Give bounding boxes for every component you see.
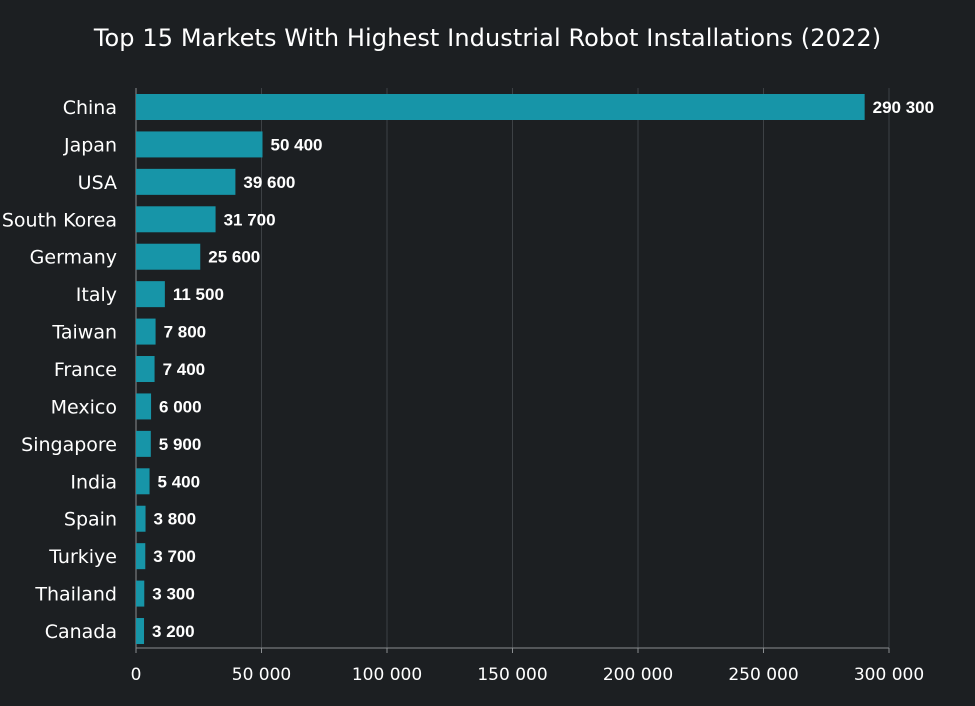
data-label: 5 400 [158, 472, 201, 491]
bar [136, 356, 155, 383]
data-label: 31 700 [224, 210, 276, 229]
data-label: 3 800 [154, 510, 197, 529]
category-label: Japan [63, 134, 117, 156]
data-label: 3 200 [152, 622, 195, 641]
category-label: Italy [76, 284, 117, 306]
category-label: Singapore [21, 434, 117, 456]
data-label: 5 900 [159, 435, 202, 454]
data-label: 290 300 [873, 98, 934, 117]
data-label: 3 300 [152, 585, 195, 604]
bar [136, 618, 145, 645]
x-tick-label: 50 000 [232, 665, 291, 685]
x-tick-label: 300 000 [854, 665, 924, 685]
category-label: Canada [45, 621, 117, 643]
bar [136, 505, 146, 532]
data-label: 3 700 [153, 547, 196, 566]
data-label: 39 600 [243, 173, 295, 192]
bar [136, 94, 865, 120]
category-label: Taiwan [51, 322, 117, 344]
data-label: 11 500 [173, 285, 224, 304]
bar [136, 243, 201, 270]
category-label: France [54, 359, 117, 381]
category-label: Mexico [51, 396, 117, 418]
bar [136, 580, 145, 607]
bar [136, 468, 150, 495]
data-label: 6 000 [159, 397, 202, 416]
bar [136, 206, 216, 233]
category-label: Germany [30, 247, 117, 269]
x-tick-label: 0 [131, 665, 142, 685]
category-label: Thailand [34, 584, 117, 606]
bar [136, 131, 263, 158]
category-label: Turkiye [48, 546, 117, 568]
x-tick-label: 150 000 [477, 665, 547, 685]
category-label: South Korea [2, 209, 117, 231]
data-label: 7 400 [163, 360, 206, 379]
data-label: 25 600 [208, 248, 260, 267]
bar [136, 168, 236, 195]
chart-title: Top 15 Markets With Highest Industrial R… [93, 24, 882, 52]
category-label: India [70, 471, 117, 493]
category-label: China [63, 97, 117, 119]
bar [136, 543, 146, 570]
bar [136, 393, 152, 420]
data-label: 7 800 [164, 323, 207, 342]
category-label: Spain [64, 509, 117, 531]
x-tick-label: 200 000 [603, 665, 673, 685]
bar [136, 281, 165, 308]
data-label: 50 400 [271, 135, 323, 154]
category-label: USA [78, 172, 117, 194]
bar [136, 318, 156, 345]
bar [136, 430, 151, 457]
x-tick-label: 100 000 [352, 665, 422, 685]
x-tick-label: 250 000 [728, 665, 798, 685]
